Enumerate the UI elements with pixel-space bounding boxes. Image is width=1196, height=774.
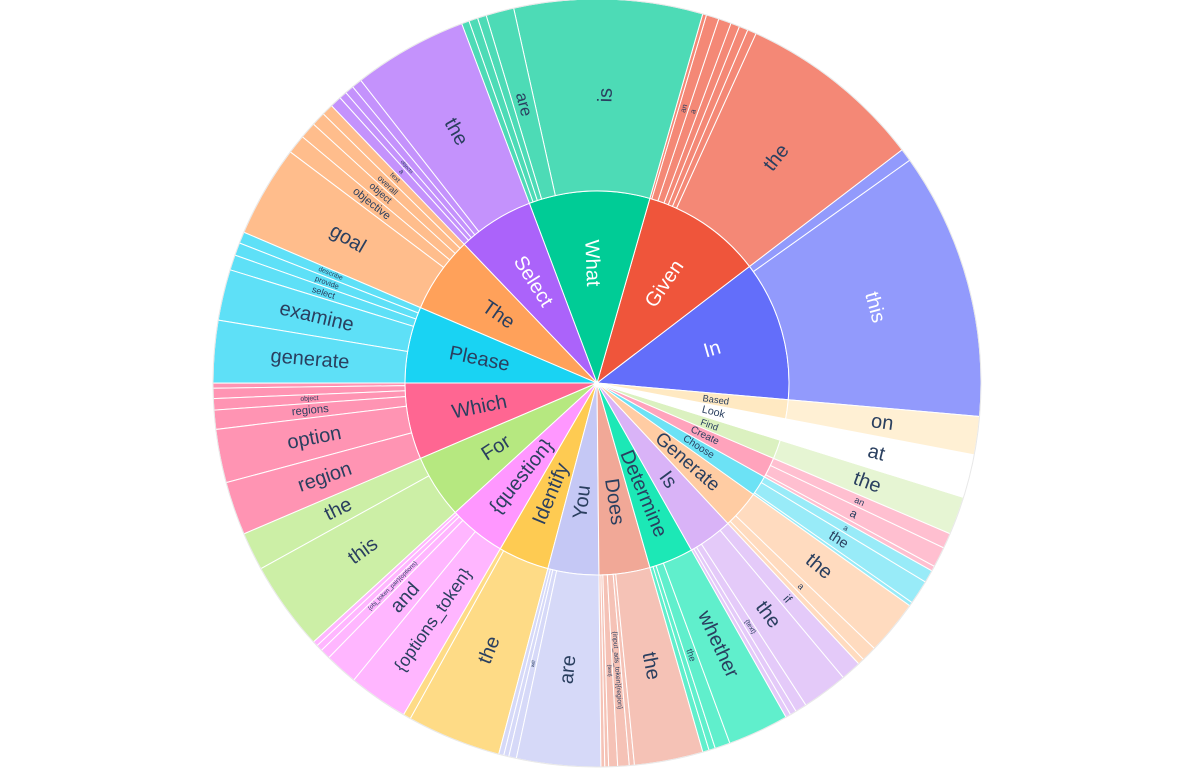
inner-label-look: Look xyxy=(701,404,727,421)
outer-label-select-a-4: a xyxy=(397,168,405,176)
inner-label-based: Based xyxy=(702,392,730,407)
outer-label-what-is-0: is xyxy=(594,88,616,103)
outer-label-which-regions-3: regions xyxy=(291,403,329,419)
outer-label-which-object-2: object xyxy=(300,395,319,403)
outer-label-you-are-3: are xyxy=(556,654,581,685)
outer-label-based-on-0: on xyxy=(870,410,895,435)
outer-label-given-a-4: a xyxy=(688,107,698,115)
outer-rim xyxy=(212,0,982,768)
outer-label-given-an-5: an xyxy=(678,103,689,114)
inner-label-in: In xyxy=(701,337,723,363)
outer-label-choose-a-2: a xyxy=(842,523,851,533)
outer-label-create-an-2: an xyxy=(853,495,866,508)
outer-label-does-the-5: the xyxy=(638,650,665,681)
outer-label-look-at-0: at xyxy=(866,440,888,466)
outer-label-determine-the-2: the xyxy=(684,648,698,663)
outer-label-does-text-2: {text} xyxy=(606,665,613,678)
outer-label-you-will-2: will xyxy=(530,660,537,668)
outer-label-generate-a-1: a xyxy=(796,581,807,592)
inner-label-what: What xyxy=(580,239,604,287)
sunburst-slices xyxy=(212,0,982,768)
inner-label-you: You xyxy=(569,484,595,520)
